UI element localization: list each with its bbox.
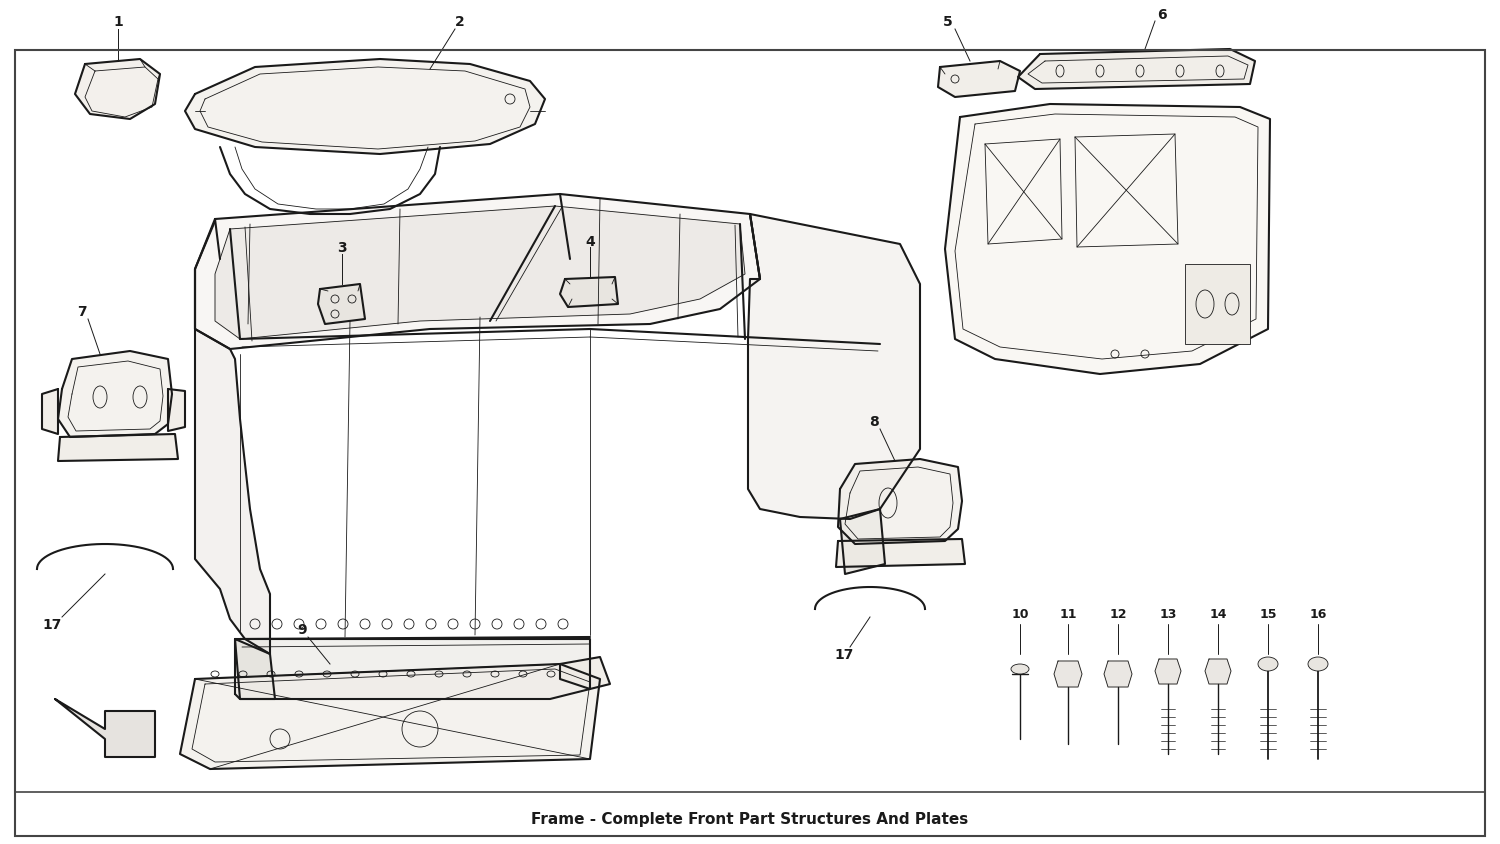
Polygon shape [184,60,544,154]
Polygon shape [58,435,178,462]
Text: 7: 7 [76,305,87,319]
Polygon shape [1204,659,1231,684]
Polygon shape [840,510,885,574]
Polygon shape [945,105,1270,375]
Text: 9: 9 [297,622,307,636]
Polygon shape [195,270,270,654]
Text: 5: 5 [944,15,952,29]
Text: 12: 12 [1108,608,1126,621]
Polygon shape [836,539,964,567]
Polygon shape [168,390,184,431]
Ellipse shape [1308,657,1328,671]
Polygon shape [56,699,154,757]
Text: 17: 17 [834,647,854,661]
Text: 13: 13 [1160,608,1176,621]
Text: 6: 6 [1156,8,1167,22]
Polygon shape [318,284,364,325]
Polygon shape [236,639,274,699]
Polygon shape [1054,661,1082,687]
Text: 11: 11 [1059,608,1077,621]
Text: 14: 14 [1209,608,1227,621]
Polygon shape [839,459,962,544]
Text: 2: 2 [454,15,465,29]
Text: 4: 4 [585,235,596,249]
Text: 17: 17 [42,617,62,631]
Polygon shape [195,195,760,349]
Text: 1: 1 [112,15,123,29]
Polygon shape [938,62,1020,98]
Bar [1185,265,1250,344]
Polygon shape [748,214,920,519]
Polygon shape [58,352,172,437]
Text: 15: 15 [1258,608,1276,621]
Polygon shape [1104,661,1132,687]
Polygon shape [560,657,610,690]
Polygon shape [236,639,590,699]
Text: 8: 8 [868,414,879,429]
Polygon shape [560,278,618,307]
Text: Frame - Complete Front Part Structures And Plates: Frame - Complete Front Part Structures A… [531,812,969,826]
Text: 10: 10 [1011,608,1029,621]
Text: 16: 16 [1310,608,1326,621]
Ellipse shape [1258,657,1278,671]
Polygon shape [180,664,600,769]
Polygon shape [75,60,160,120]
Polygon shape [214,207,746,339]
Text: 3: 3 [338,241,346,255]
Polygon shape [1019,50,1256,90]
Polygon shape [42,390,58,435]
Polygon shape [1155,659,1180,684]
Ellipse shape [1011,664,1029,674]
